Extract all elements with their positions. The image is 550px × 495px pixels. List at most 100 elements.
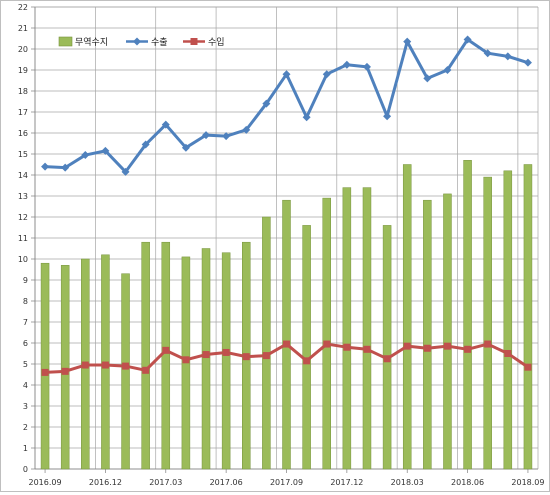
x-tick-label: 2017.09: [270, 478, 303, 487]
import-point: [524, 363, 532, 371]
export-point: [523, 58, 532, 67]
import-point: [162, 346, 170, 354]
import-point: [142, 366, 150, 374]
bar-trade-balance: [201, 248, 211, 470]
export-point: [121, 167, 130, 176]
y-tick-label: 20: [18, 45, 28, 54]
x-tick-label: 2016.12: [89, 478, 122, 487]
y-tick-label: 6: [23, 339, 28, 348]
export-point: [181, 143, 190, 152]
bar-trade-balance: [302, 225, 311, 470]
bar-trade-balance: [463, 160, 472, 470]
line-series: [41, 35, 532, 376]
import-point: [262, 352, 270, 360]
import-point: [423, 344, 431, 352]
import-point: [182, 356, 190, 364]
import-point: [323, 340, 331, 348]
import-point: [81, 361, 89, 369]
y-tick-label: 10: [18, 255, 28, 264]
import-point: [222, 348, 230, 356]
bar-trade-balance: [322, 197, 331, 470]
bar-trade-balance: [402, 164, 412, 470]
export-point: [483, 49, 492, 58]
export-point: [41, 162, 50, 171]
bar-trade-balance: [503, 170, 513, 470]
bar-trade-balance: [141, 241, 150, 470]
y-tick-label: 0: [23, 465, 28, 474]
export-point: [403, 37, 412, 46]
y-tick-label: 16: [18, 129, 28, 138]
export-point: [282, 70, 291, 79]
y-tick-label: 2: [23, 423, 28, 432]
export-point: [443, 66, 452, 74]
x-axis: 2016.09 2016.12 2017.03 2017.06 2017.09 2017.…: [29, 468, 544, 487]
y-tick-label: 21: [18, 24, 28, 33]
y-tick-label: 4: [23, 381, 28, 390]
y-tick-label: 17: [18, 108, 28, 117]
export-point: [141, 140, 150, 149]
legend-swatch-trade-balance: [58, 36, 73, 47]
bar-trade-balance: [443, 193, 452, 470]
import-point: [61, 367, 69, 375]
y-tick-label: 1: [23, 444, 28, 453]
export-point: [423, 74, 432, 83]
y-tick-label: 15: [18, 150, 28, 159]
bar-trade-balance: [382, 225, 392, 470]
y-tick-label: 5: [23, 360, 28, 369]
export-point: [262, 99, 271, 108]
y-tick-label: 19: [18, 66, 28, 75]
import-point: [504, 350, 512, 357]
y-tick-label: 7: [23, 318, 28, 327]
legend-label-export: 수출: [151, 37, 168, 48]
bar-trade-balance: [121, 273, 130, 470]
import-point: [343, 343, 351, 351]
x-tick-label: 2018.06: [451, 478, 484, 487]
bar-trade-balance: [362, 187, 372, 470]
bar-trade-balance: [40, 262, 50, 470]
export-point: [362, 62, 371, 71]
x-tick-label: 2018.09: [511, 478, 544, 487]
y-tick-label: 11: [18, 234, 28, 243]
export-point: [322, 70, 331, 79]
legend-label-trade-balance: 무역수지: [75, 37, 108, 48]
bar-trade-balance: [282, 199, 291, 470]
y-tick-label: 9: [23, 276, 28, 285]
y-tick-label: 8: [23, 297, 28, 306]
import-point: [202, 351, 210, 359]
import-point: [484, 340, 492, 348]
y-tick-label: 18: [18, 87, 28, 96]
y-tick-label: 22: [18, 3, 28, 12]
import-point: [41, 368, 49, 376]
export-point: [161, 120, 170, 129]
legend-label-import: 수입: [208, 36, 225, 48]
import-point: [464, 345, 472, 353]
x-tick-label: 2017.06: [210, 478, 243, 487]
export-point: [342, 60, 351, 69]
export-point: [61, 163, 70, 172]
import-point: [122, 362, 130, 370]
bar-trade-balance: [221, 252, 231, 470]
bar-trade-balance: [161, 241, 171, 470]
export-point: [503, 52, 512, 61]
import-point: [283, 340, 290, 348]
export-point: [383, 112, 392, 121]
import-point: [363, 345, 371, 353]
bar-trade-balance: [262, 216, 271, 470]
import-point: [101, 361, 109, 369]
export-point: [202, 131, 211, 140]
y-tick-label: 13: [18, 192, 28, 201]
import-point: [403, 342, 411, 350]
import-point: [383, 355, 391, 363]
export-point: [81, 151, 90, 160]
x-tick-label: 2016.09: [29, 478, 62, 487]
import-point: [443, 342, 451, 350]
import-point: [303, 357, 311, 365]
x-tick-label: 2018.03: [391, 478, 424, 487]
bar-trade-balance: [483, 176, 492, 470]
bar-trade-balance: [60, 265, 70, 470]
y-tick-label: 3: [23, 402, 28, 411]
x-tick-label: 2017.12: [330, 478, 363, 487]
